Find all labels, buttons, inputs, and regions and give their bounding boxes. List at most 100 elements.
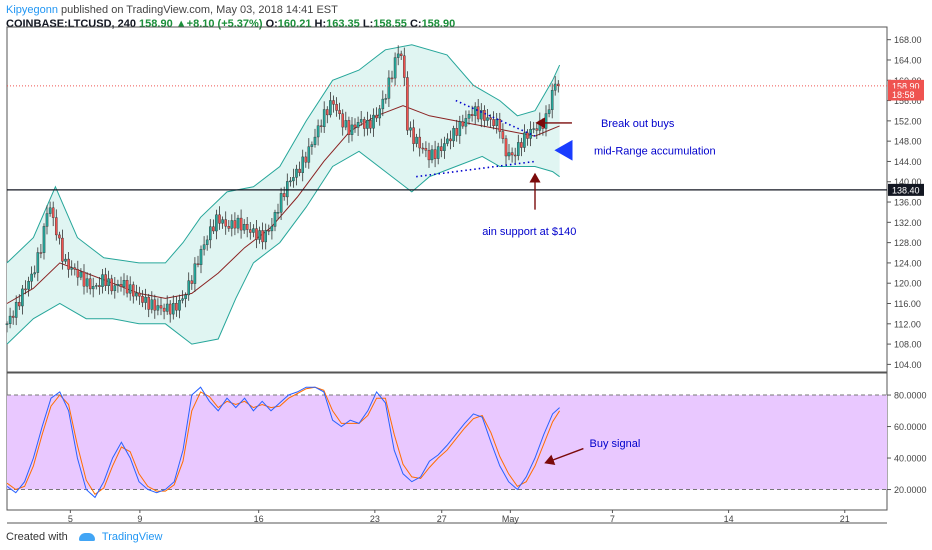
tradingview-link[interactable]: TradingView: [101, 531, 163, 543]
price-tick-label: 136.00: [894, 198, 922, 208]
candle-body: [381, 98, 385, 110]
stochastic-tick-label: 60.0000: [894, 422, 927, 432]
candle-body: [375, 114, 378, 119]
price-tick-label: 132.00: [894, 218, 922, 228]
candle-body: [347, 120, 351, 136]
annotation-label: Break out buys: [601, 118, 675, 130]
author-link[interactable]: Kipyegonn: [6, 4, 58, 16]
candle-body: [221, 219, 224, 224]
price-tick-label: 168.00: [894, 35, 922, 45]
candle-body: [190, 280, 194, 284]
candle-body: [363, 119, 366, 129]
candle-body: [252, 228, 255, 233]
candle-body: [513, 154, 517, 157]
candle-body: [144, 296, 147, 303]
candle-body: [319, 125, 323, 127]
candle-body: [313, 136, 317, 145]
candle-body: [461, 121, 465, 127]
candle-body: [384, 98, 388, 100]
candle-body: [544, 113, 548, 129]
candle-body: [418, 136, 422, 149]
candle-body: [30, 273, 33, 282]
candle-body: [55, 217, 58, 236]
candle-body: [104, 274, 107, 286]
candle-body: [125, 280, 129, 294]
candle-body: [473, 106, 477, 116]
candle-body: [350, 124, 354, 135]
candle-body: [359, 119, 363, 123]
candle-body: [495, 118, 499, 126]
candle-body: [215, 214, 218, 232]
candle-body: [76, 269, 80, 278]
bollinger-upper-line: [6, 44, 561, 264]
annotation-arrow-icon: [544, 447, 584, 466]
candle-body: [165, 303, 169, 312]
candle-body: [36, 252, 40, 273]
time-tick-label: 5: [68, 514, 73, 524]
candle-body: [440, 146, 443, 152]
candle-body: [27, 281, 30, 290]
candle-body: [122, 280, 126, 287]
candle-body: [393, 57, 397, 79]
price-label-box: [888, 88, 924, 101]
candle-body: [427, 150, 431, 161]
candle-body: [199, 249, 203, 265]
candle-body: [98, 285, 101, 287]
price-label-text: 158.90: [892, 81, 920, 91]
annotation-label: Buy signal: [590, 438, 641, 450]
candle-body: [307, 146, 311, 163]
candle-body: [532, 128, 535, 130]
created-with-text: Created with: [6, 531, 68, 543]
candle-body: [202, 244, 206, 250]
price-tick-label: 120.00: [894, 279, 922, 289]
time-tick-label: 7: [610, 514, 615, 524]
candle-body: [159, 305, 163, 309]
candle-body: [193, 263, 197, 284]
candle-body: [399, 53, 403, 57]
candle-body: [239, 217, 243, 231]
candle-body: [94, 285, 98, 287]
stochastic-d-line: [6, 386, 561, 496]
price-tick-label: 140.00: [894, 177, 922, 187]
candle-body: [187, 280, 191, 296]
candle-body: [557, 83, 560, 86]
candle-body: [507, 152, 511, 157]
candle-body: [8, 315, 12, 325]
price-label-text: 18:58: [892, 90, 915, 100]
candle-body: [341, 113, 345, 128]
candle-body: [430, 149, 434, 161]
candle-body: [128, 284, 132, 294]
candle-body: [289, 180, 292, 183]
candle-body: [153, 299, 157, 311]
candle-body: [326, 109, 329, 116]
candle-body: [329, 100, 332, 116]
candle-body: [301, 156, 305, 173]
candle-body: [242, 223, 246, 231]
candle-body: [501, 131, 505, 139]
candle-body: [403, 55, 406, 78]
candle-body: [335, 104, 338, 111]
candle-body: [492, 119, 495, 127]
candle-body: [378, 108, 382, 119]
time-tick-label: 23: [370, 514, 380, 524]
candle-body: [236, 217, 240, 229]
candle-body: [464, 118, 468, 127]
candle-body: [58, 234, 61, 239]
candle-body: [82, 271, 86, 287]
candle-body: [39, 252, 43, 254]
candle-body: [458, 121, 462, 136]
candle-body: [101, 274, 104, 287]
candle-body: [310, 144, 314, 147]
candle-body: [406, 77, 409, 131]
candle-body: [366, 119, 369, 129]
candle-body: [171, 303, 175, 315]
candle-body: [61, 237, 64, 262]
candle-body: [550, 90, 554, 111]
candle-body: [245, 223, 249, 230]
candle-body: [14, 302, 18, 318]
candle-body: [316, 125, 320, 138]
candle-body: [255, 228, 258, 240]
candle-body: [131, 284, 135, 297]
candle-body: [208, 226, 212, 241]
candle-body: [233, 220, 237, 229]
